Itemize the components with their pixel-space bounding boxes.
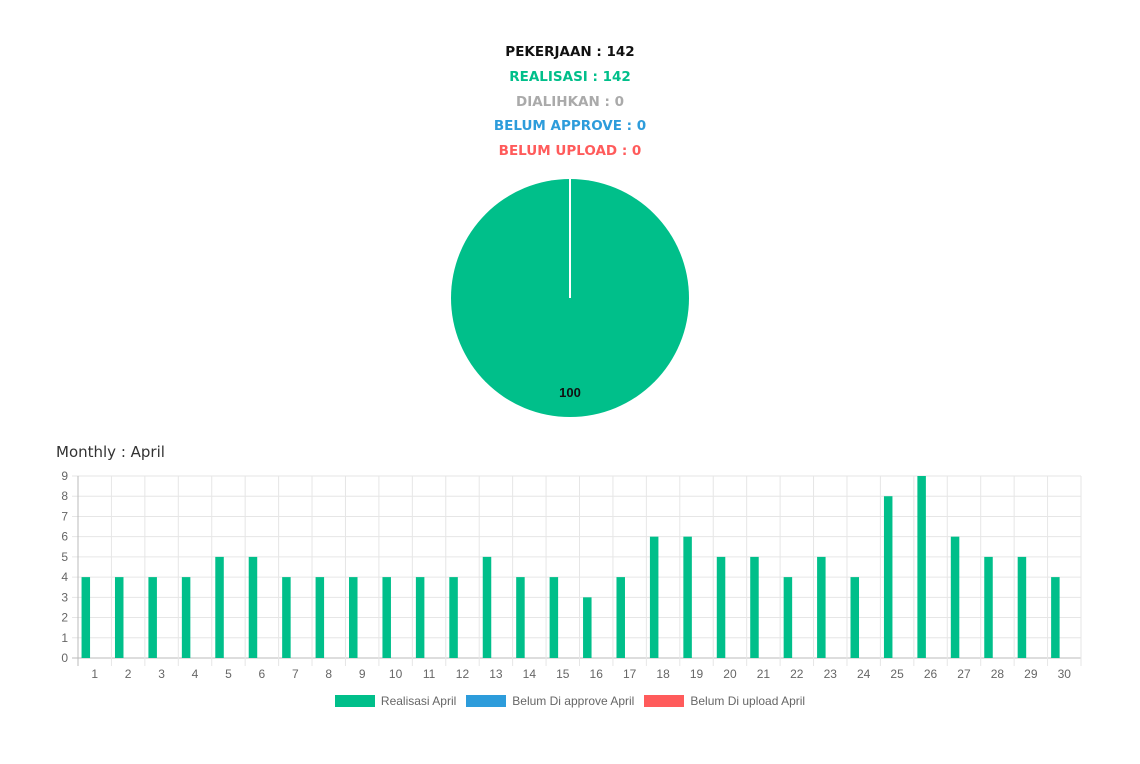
bar-realisasi[interactable] [883,496,893,658]
y-tick-label: 1 [61,631,68,645]
belum-approve-count: BELUM APPROVE : 0 [493,118,647,135]
bar-realisasi[interactable] [382,577,391,658]
bar-realisasi[interactable] [81,577,91,658]
bar-realisasi[interactable] [683,536,692,658]
x-tick-label: 24 [857,667,871,681]
x-tick-label: 29 [1024,667,1038,681]
pekerjaan-count: PEKERJAAN : 142 [505,44,635,60]
x-tick-label: 30 [1058,667,1072,681]
x-tick-label: 27 [957,667,971,681]
pie-data-label: 100 [559,385,581,400]
bar-realisasi[interactable] [482,556,492,658]
legend-label: Belum Di upload April [690,694,806,708]
x-tick-label: 15 [556,667,570,681]
bar-realisasi[interactable] [1051,577,1060,658]
x-tick-label: 25 [890,667,904,681]
legend-swatch [334,695,375,707]
y-tick-label: 4 [61,570,68,584]
bar-realisasi[interactable] [282,577,291,658]
bar-realisasi[interactable] [114,577,124,658]
x-tick-label: 9 [359,667,366,681]
x-tick-label: 5 [225,667,232,681]
pie-chart: 100 [451,179,689,417]
bar-realisasi[interactable] [783,577,793,658]
realisasi-count: REALISASI : 142 [509,68,631,85]
bar-realisasi[interactable] [1017,556,1027,658]
y-tick-label: 8 [61,489,68,503]
legend-swatch [466,695,507,707]
dialihkan-count: DIALIHKAN : 0 [516,93,624,110]
y-tick-label: 7 [61,509,68,523]
bar-realisasi[interactable] [817,556,826,658]
bar-realisasi[interactable] [750,556,759,658]
bar-realisasi[interactable] [248,556,258,658]
bar-realisasi[interactable] [181,577,191,658]
x-tick-label: 18 [656,667,670,681]
x-tick-label: 1 [91,667,98,681]
y-tick-label: 2 [61,611,68,625]
x-tick-label: 3 [158,667,165,681]
y-tick-label: 9 [61,469,68,483]
x-tick-label: 8 [325,667,332,681]
x-tick-label: 2 [125,667,132,681]
bar-realisasi[interactable] [850,577,860,658]
x-tick-label: 7 [292,667,299,681]
x-tick-label: 26 [924,667,938,681]
y-tick-label: 3 [61,590,68,604]
x-tick-label: 10 [389,667,403,681]
bar-realisasi[interactable] [583,597,592,658]
bar-realisasi[interactable] [516,577,525,658]
monthly-title: Monthly : April [56,443,165,461]
bar-realisasi[interactable] [215,556,224,658]
bar-realisasi[interactable] [917,476,926,658]
x-tick-label: 11 [423,667,436,681]
x-tick-label: 16 [590,667,604,681]
bar-realisasi[interactable] [984,556,993,658]
bar-realisasi[interactable] [616,577,625,658]
belum-upload-count: BELUM UPLOAD : 0 [498,143,642,160]
x-tick-label: 23 [824,667,838,681]
x-tick-label: 22 [790,667,804,681]
x-tick-label: 21 [757,667,771,681]
legend-label: Realisasi April [380,694,457,708]
y-tick-label: 0 [61,651,68,665]
x-tick-label: 13 [489,667,503,681]
x-tick-label: 4 [192,667,199,681]
bar-realisasi[interactable] [549,577,559,658]
y-tick-label: 5 [61,550,68,564]
legend-swatch [644,695,685,707]
x-tick-label: 12 [456,667,470,681]
bar-realisasi[interactable] [315,577,325,658]
legend-item[interactable]: Realisasi April [334,694,457,708]
bar-realisasi[interactable] [415,577,425,658]
legend-label: Belum Di approve April [512,694,635,708]
bar-realisasi[interactable] [449,577,458,658]
bar-realisasi[interactable] [148,577,157,658]
x-tick-label: 17 [623,667,637,681]
bar-realisasi[interactable] [649,536,659,658]
legend-item[interactable]: Belum Di upload April [644,694,805,708]
bar-realisasi[interactable] [950,536,960,658]
bar-realisasi[interactable] [349,577,358,658]
x-tick-label: 20 [723,667,737,681]
summary-block: PEKERJAAN : 142 REALISASI : 142 DIALIHKA… [0,40,1140,164]
x-tick-label: 6 [259,667,266,681]
x-tick-label: 28 [991,667,1005,681]
chart-legend: Realisasi April Belum Di approve April Bel… [0,694,1140,708]
legend-item[interactable]: Belum Di approve April [466,694,634,708]
bar-realisasi[interactable] [716,556,726,658]
x-tick-label: 19 [690,667,704,681]
y-tick-label: 6 [61,530,68,544]
x-tick-label: 14 [523,667,537,681]
